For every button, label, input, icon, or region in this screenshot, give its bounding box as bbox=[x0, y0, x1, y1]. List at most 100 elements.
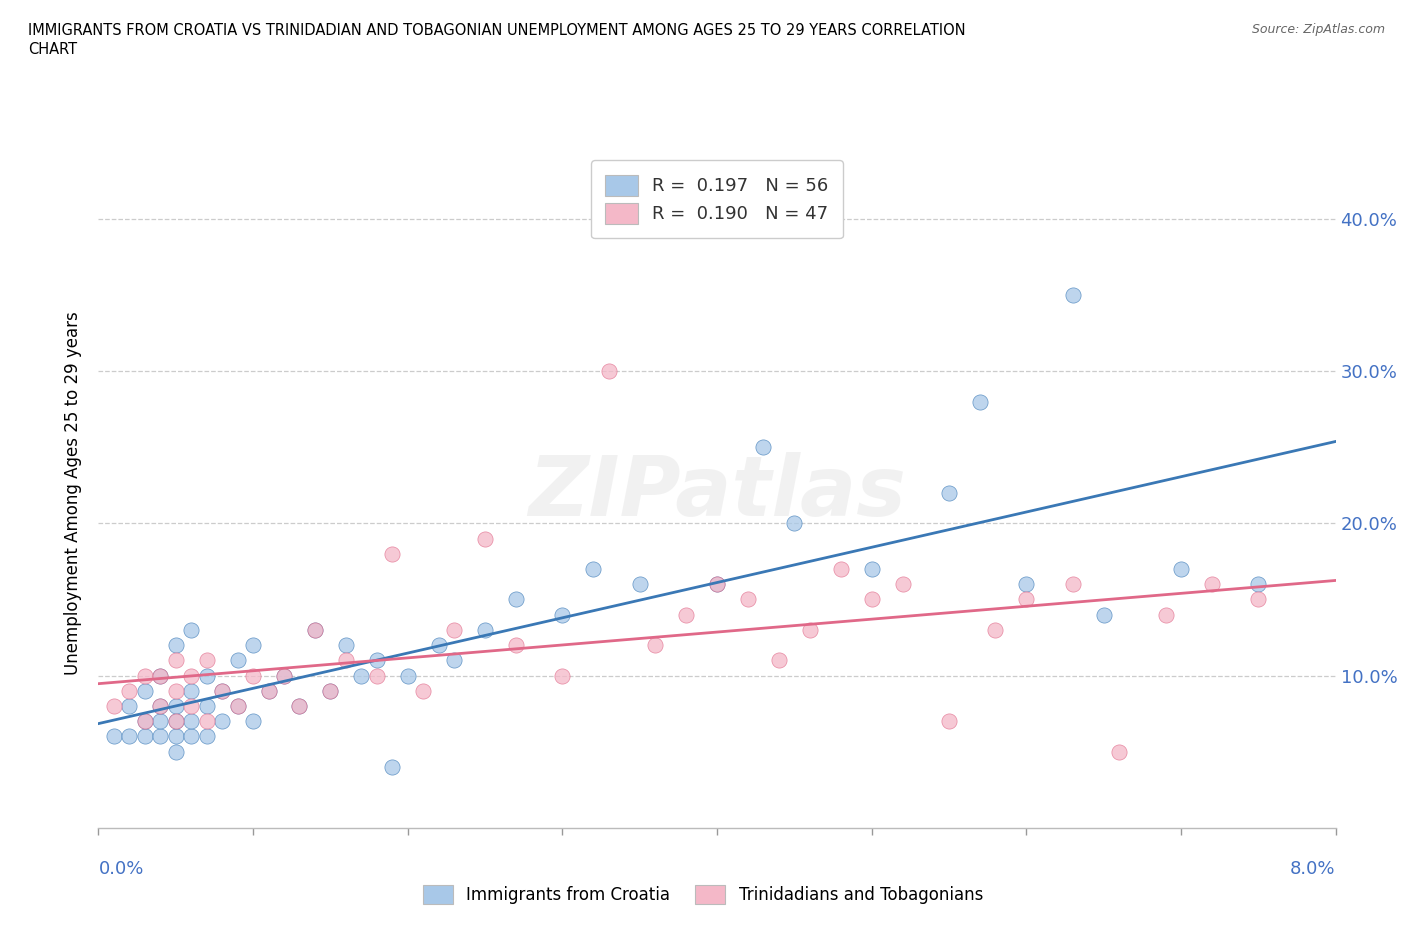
Point bbox=[180, 729, 202, 744]
Point bbox=[242, 713, 264, 728]
Point bbox=[1108, 744, 1130, 759]
Point bbox=[180, 713, 202, 728]
Point bbox=[118, 729, 141, 744]
Point bbox=[752, 440, 775, 455]
Point bbox=[195, 668, 218, 683]
Point bbox=[195, 729, 218, 744]
Point bbox=[134, 684, 156, 698]
Point bbox=[195, 698, 218, 713]
Point bbox=[582, 562, 605, 577]
Point bbox=[134, 668, 156, 683]
Point bbox=[288, 698, 311, 713]
Text: 8.0%: 8.0% bbox=[1291, 860, 1336, 878]
Point bbox=[226, 653, 249, 668]
Point bbox=[644, 638, 666, 653]
Point bbox=[984, 622, 1007, 637]
Text: CHART: CHART bbox=[28, 42, 77, 57]
Text: ZIPatlas: ZIPatlas bbox=[529, 452, 905, 534]
Point bbox=[891, 577, 914, 591]
Point bbox=[273, 668, 295, 683]
Point bbox=[257, 684, 280, 698]
Point bbox=[149, 713, 172, 728]
Point bbox=[969, 394, 991, 409]
Point bbox=[257, 684, 280, 698]
Point bbox=[149, 668, 172, 683]
Point bbox=[226, 698, 249, 713]
Point bbox=[165, 684, 187, 698]
Point bbox=[737, 592, 759, 607]
Legend: Immigrants from Croatia, Trinidadians and Tobagonians: Immigrants from Croatia, Trinidadians an… bbox=[415, 876, 991, 912]
Text: IMMIGRANTS FROM CROATIA VS TRINIDADIAN AND TOBAGONIAN UNEMPLOYMENT AMONG AGES 25: IMMIGRANTS FROM CROATIA VS TRINIDADIAN A… bbox=[28, 23, 966, 38]
Point bbox=[118, 698, 141, 713]
Point bbox=[195, 653, 218, 668]
Point bbox=[180, 668, 202, 683]
Point bbox=[1170, 562, 1192, 577]
Point bbox=[706, 577, 728, 591]
Point bbox=[381, 546, 404, 561]
Point bbox=[149, 668, 172, 683]
Point bbox=[165, 653, 187, 668]
Text: 0.0%: 0.0% bbox=[98, 860, 143, 878]
Point bbox=[165, 698, 187, 713]
Point bbox=[474, 531, 496, 546]
Point bbox=[350, 668, 373, 683]
Point bbox=[366, 653, 388, 668]
Point bbox=[242, 668, 264, 683]
Point bbox=[288, 698, 311, 713]
Point bbox=[783, 516, 806, 531]
Point bbox=[830, 562, 852, 577]
Point bbox=[165, 713, 187, 728]
Point bbox=[366, 668, 388, 683]
Point bbox=[675, 607, 697, 622]
Point bbox=[1015, 592, 1038, 607]
Point bbox=[134, 713, 156, 728]
Point bbox=[443, 622, 465, 637]
Point bbox=[211, 684, 233, 698]
Point bbox=[938, 713, 960, 728]
Point bbox=[242, 638, 264, 653]
Point bbox=[474, 622, 496, 637]
Point bbox=[180, 684, 202, 698]
Point bbox=[598, 364, 620, 379]
Point bbox=[165, 744, 187, 759]
Point bbox=[134, 713, 156, 728]
Point bbox=[335, 653, 357, 668]
Point bbox=[1201, 577, 1223, 591]
Point bbox=[1247, 592, 1270, 607]
Point bbox=[304, 622, 326, 637]
Point bbox=[103, 698, 125, 713]
Point bbox=[1247, 577, 1270, 591]
Point bbox=[1062, 577, 1084, 591]
Point bbox=[149, 698, 172, 713]
Point bbox=[319, 684, 342, 698]
Point bbox=[180, 622, 202, 637]
Point bbox=[165, 729, 187, 744]
Text: Source: ZipAtlas.com: Source: ZipAtlas.com bbox=[1251, 23, 1385, 36]
Point bbox=[226, 698, 249, 713]
Point bbox=[628, 577, 651, 591]
Point bbox=[443, 653, 465, 668]
Point bbox=[118, 684, 141, 698]
Point bbox=[165, 638, 187, 653]
Point bbox=[149, 698, 172, 713]
Point bbox=[335, 638, 357, 653]
Point bbox=[180, 698, 202, 713]
Point bbox=[165, 713, 187, 728]
Point bbox=[938, 485, 960, 500]
Point bbox=[706, 577, 728, 591]
Point bbox=[211, 684, 233, 698]
Point bbox=[860, 562, 883, 577]
Y-axis label: Unemployment Among Ages 25 to 29 years: Unemployment Among Ages 25 to 29 years bbox=[65, 311, 83, 675]
Point bbox=[1015, 577, 1038, 591]
Point bbox=[149, 729, 172, 744]
Point bbox=[412, 684, 434, 698]
Point bbox=[103, 729, 125, 744]
Point bbox=[195, 713, 218, 728]
Point bbox=[551, 668, 574, 683]
Point bbox=[551, 607, 574, 622]
Point bbox=[319, 684, 342, 698]
Point bbox=[381, 760, 404, 775]
Point bbox=[396, 668, 419, 683]
Point bbox=[1154, 607, 1177, 622]
Point bbox=[211, 713, 233, 728]
